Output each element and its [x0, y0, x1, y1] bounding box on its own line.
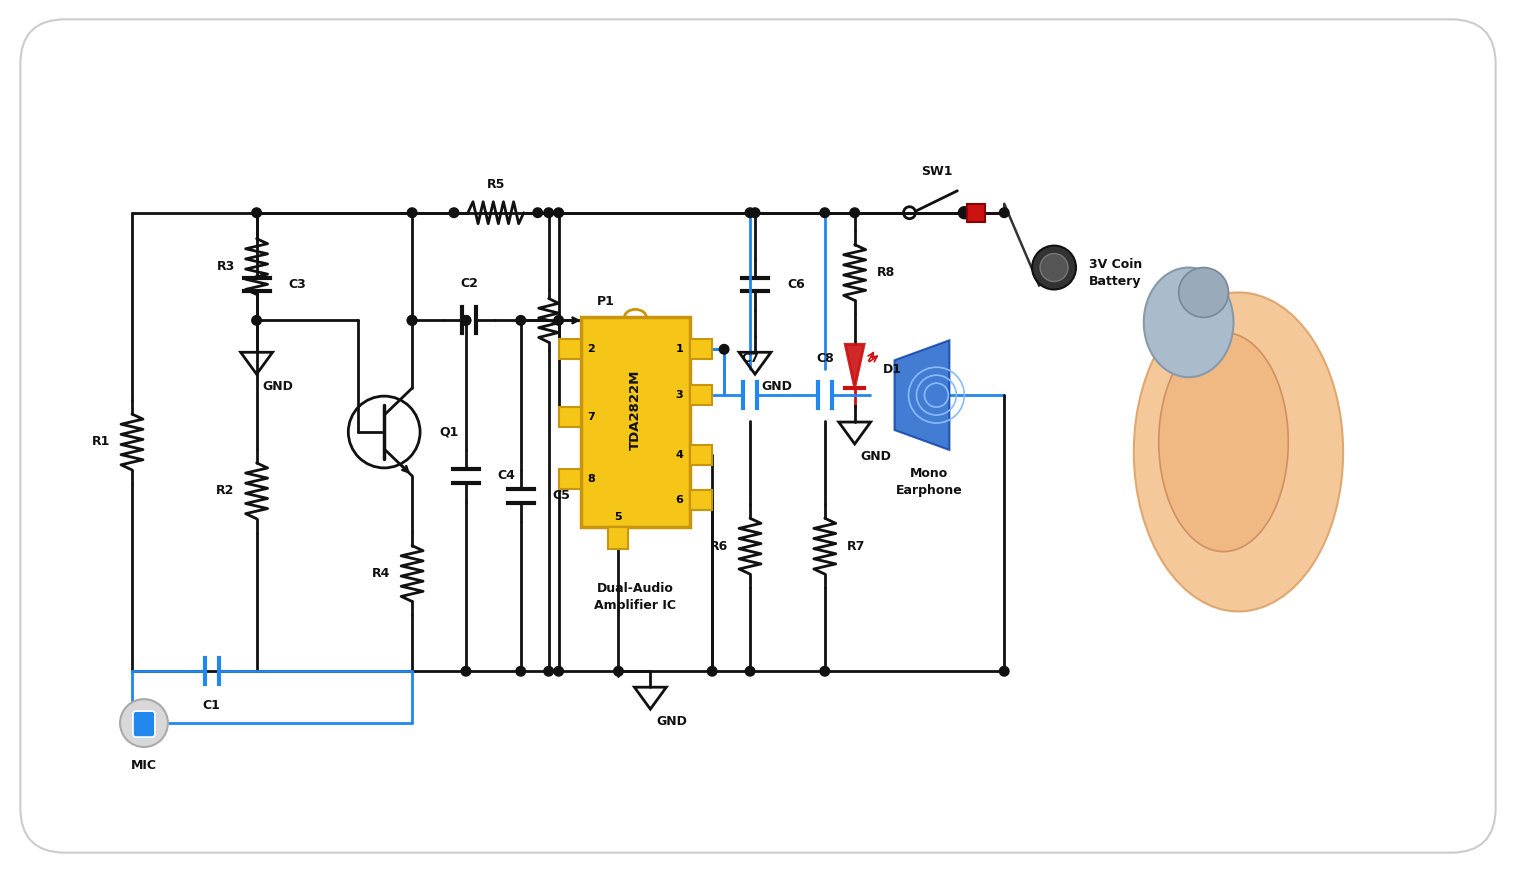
Circle shape: [461, 316, 471, 325]
Circle shape: [252, 316, 261, 325]
Text: Mono
Earphone: Mono Earphone: [896, 467, 963, 497]
Text: C1: C1: [203, 699, 221, 712]
Text: GND: GND: [761, 380, 791, 393]
Text: C6: C6: [787, 278, 805, 291]
Text: GND: GND: [262, 380, 294, 393]
Circle shape: [252, 208, 261, 217]
Polygon shape: [846, 344, 864, 387]
Circle shape: [515, 666, 526, 676]
Circle shape: [461, 316, 471, 325]
Text: C2: C2: [459, 277, 478, 290]
Text: GND: GND: [861, 450, 891, 463]
Ellipse shape: [1158, 332, 1289, 552]
Circle shape: [553, 208, 564, 217]
Text: R8: R8: [876, 266, 894, 279]
Circle shape: [1178, 268, 1228, 317]
Circle shape: [534, 208, 543, 217]
Text: GND: GND: [656, 715, 687, 728]
FancyBboxPatch shape: [133, 712, 155, 737]
Text: 8: 8: [588, 473, 596, 484]
Text: 6: 6: [675, 494, 684, 505]
Text: R2: R2: [217, 484, 235, 497]
Circle shape: [850, 208, 860, 217]
Text: 3: 3: [676, 390, 684, 400]
Polygon shape: [894, 340, 949, 450]
Circle shape: [750, 208, 760, 217]
Circle shape: [544, 666, 553, 676]
Text: P1: P1: [596, 296, 614, 309]
Circle shape: [746, 208, 755, 217]
Text: 3V Coin
Battery: 3V Coin Battery: [1088, 257, 1142, 288]
Bar: [690, 490, 713, 510]
Text: R1: R1: [91, 435, 111, 448]
Text: R3: R3: [217, 260, 235, 273]
Text: R4: R4: [371, 567, 390, 580]
Circle shape: [746, 666, 755, 676]
Text: C8: C8: [816, 352, 834, 365]
Circle shape: [820, 666, 829, 676]
Circle shape: [408, 316, 417, 325]
Circle shape: [999, 666, 1010, 676]
Text: Dual-Audio
Amplifier IC: Dual-Audio Amplifier IC: [594, 582, 676, 611]
Text: SW1: SW1: [922, 165, 952, 178]
Text: MIC: MIC: [130, 759, 158, 772]
Ellipse shape: [1134, 292, 1343, 611]
Circle shape: [515, 316, 526, 325]
Text: Q1: Q1: [440, 426, 458, 439]
Circle shape: [120, 699, 168, 747]
Circle shape: [553, 316, 564, 325]
Bar: [690, 339, 713, 359]
Text: C3: C3: [288, 278, 306, 291]
Circle shape: [1032, 246, 1076, 290]
Circle shape: [820, 208, 829, 217]
Circle shape: [544, 208, 553, 217]
Text: R5: R5: [487, 178, 505, 191]
Circle shape: [958, 207, 970, 219]
Bar: [558, 469, 581, 489]
Circle shape: [708, 666, 717, 676]
Ellipse shape: [1143, 268, 1234, 378]
Text: R7: R7: [847, 540, 866, 553]
Text: C5: C5: [553, 489, 570, 502]
Text: D1: D1: [882, 363, 902, 376]
Text: 7: 7: [588, 412, 596, 422]
Text: 2: 2: [588, 344, 596, 354]
Bar: [690, 445, 713, 465]
Circle shape: [999, 208, 1010, 217]
Bar: [608, 527, 629, 548]
Bar: [558, 339, 581, 359]
Circle shape: [408, 316, 417, 325]
Bar: [558, 407, 581, 427]
FancyBboxPatch shape: [20, 19, 1496, 853]
Circle shape: [553, 666, 564, 676]
Text: 5: 5: [614, 512, 622, 521]
Bar: [690, 385, 713, 405]
Text: C4: C4: [497, 469, 515, 482]
Circle shape: [1040, 254, 1067, 282]
Circle shape: [408, 208, 417, 217]
Bar: [967, 204, 985, 221]
Text: R6: R6: [709, 540, 728, 553]
Circle shape: [449, 208, 459, 217]
Circle shape: [461, 666, 471, 676]
Text: C7: C7: [741, 352, 760, 365]
Text: 4: 4: [675, 450, 684, 460]
Circle shape: [614, 666, 623, 676]
Text: TDA2822M: TDA2822M: [629, 370, 641, 450]
Circle shape: [719, 344, 729, 354]
Text: 1: 1: [676, 344, 684, 354]
Bar: [581, 317, 690, 527]
